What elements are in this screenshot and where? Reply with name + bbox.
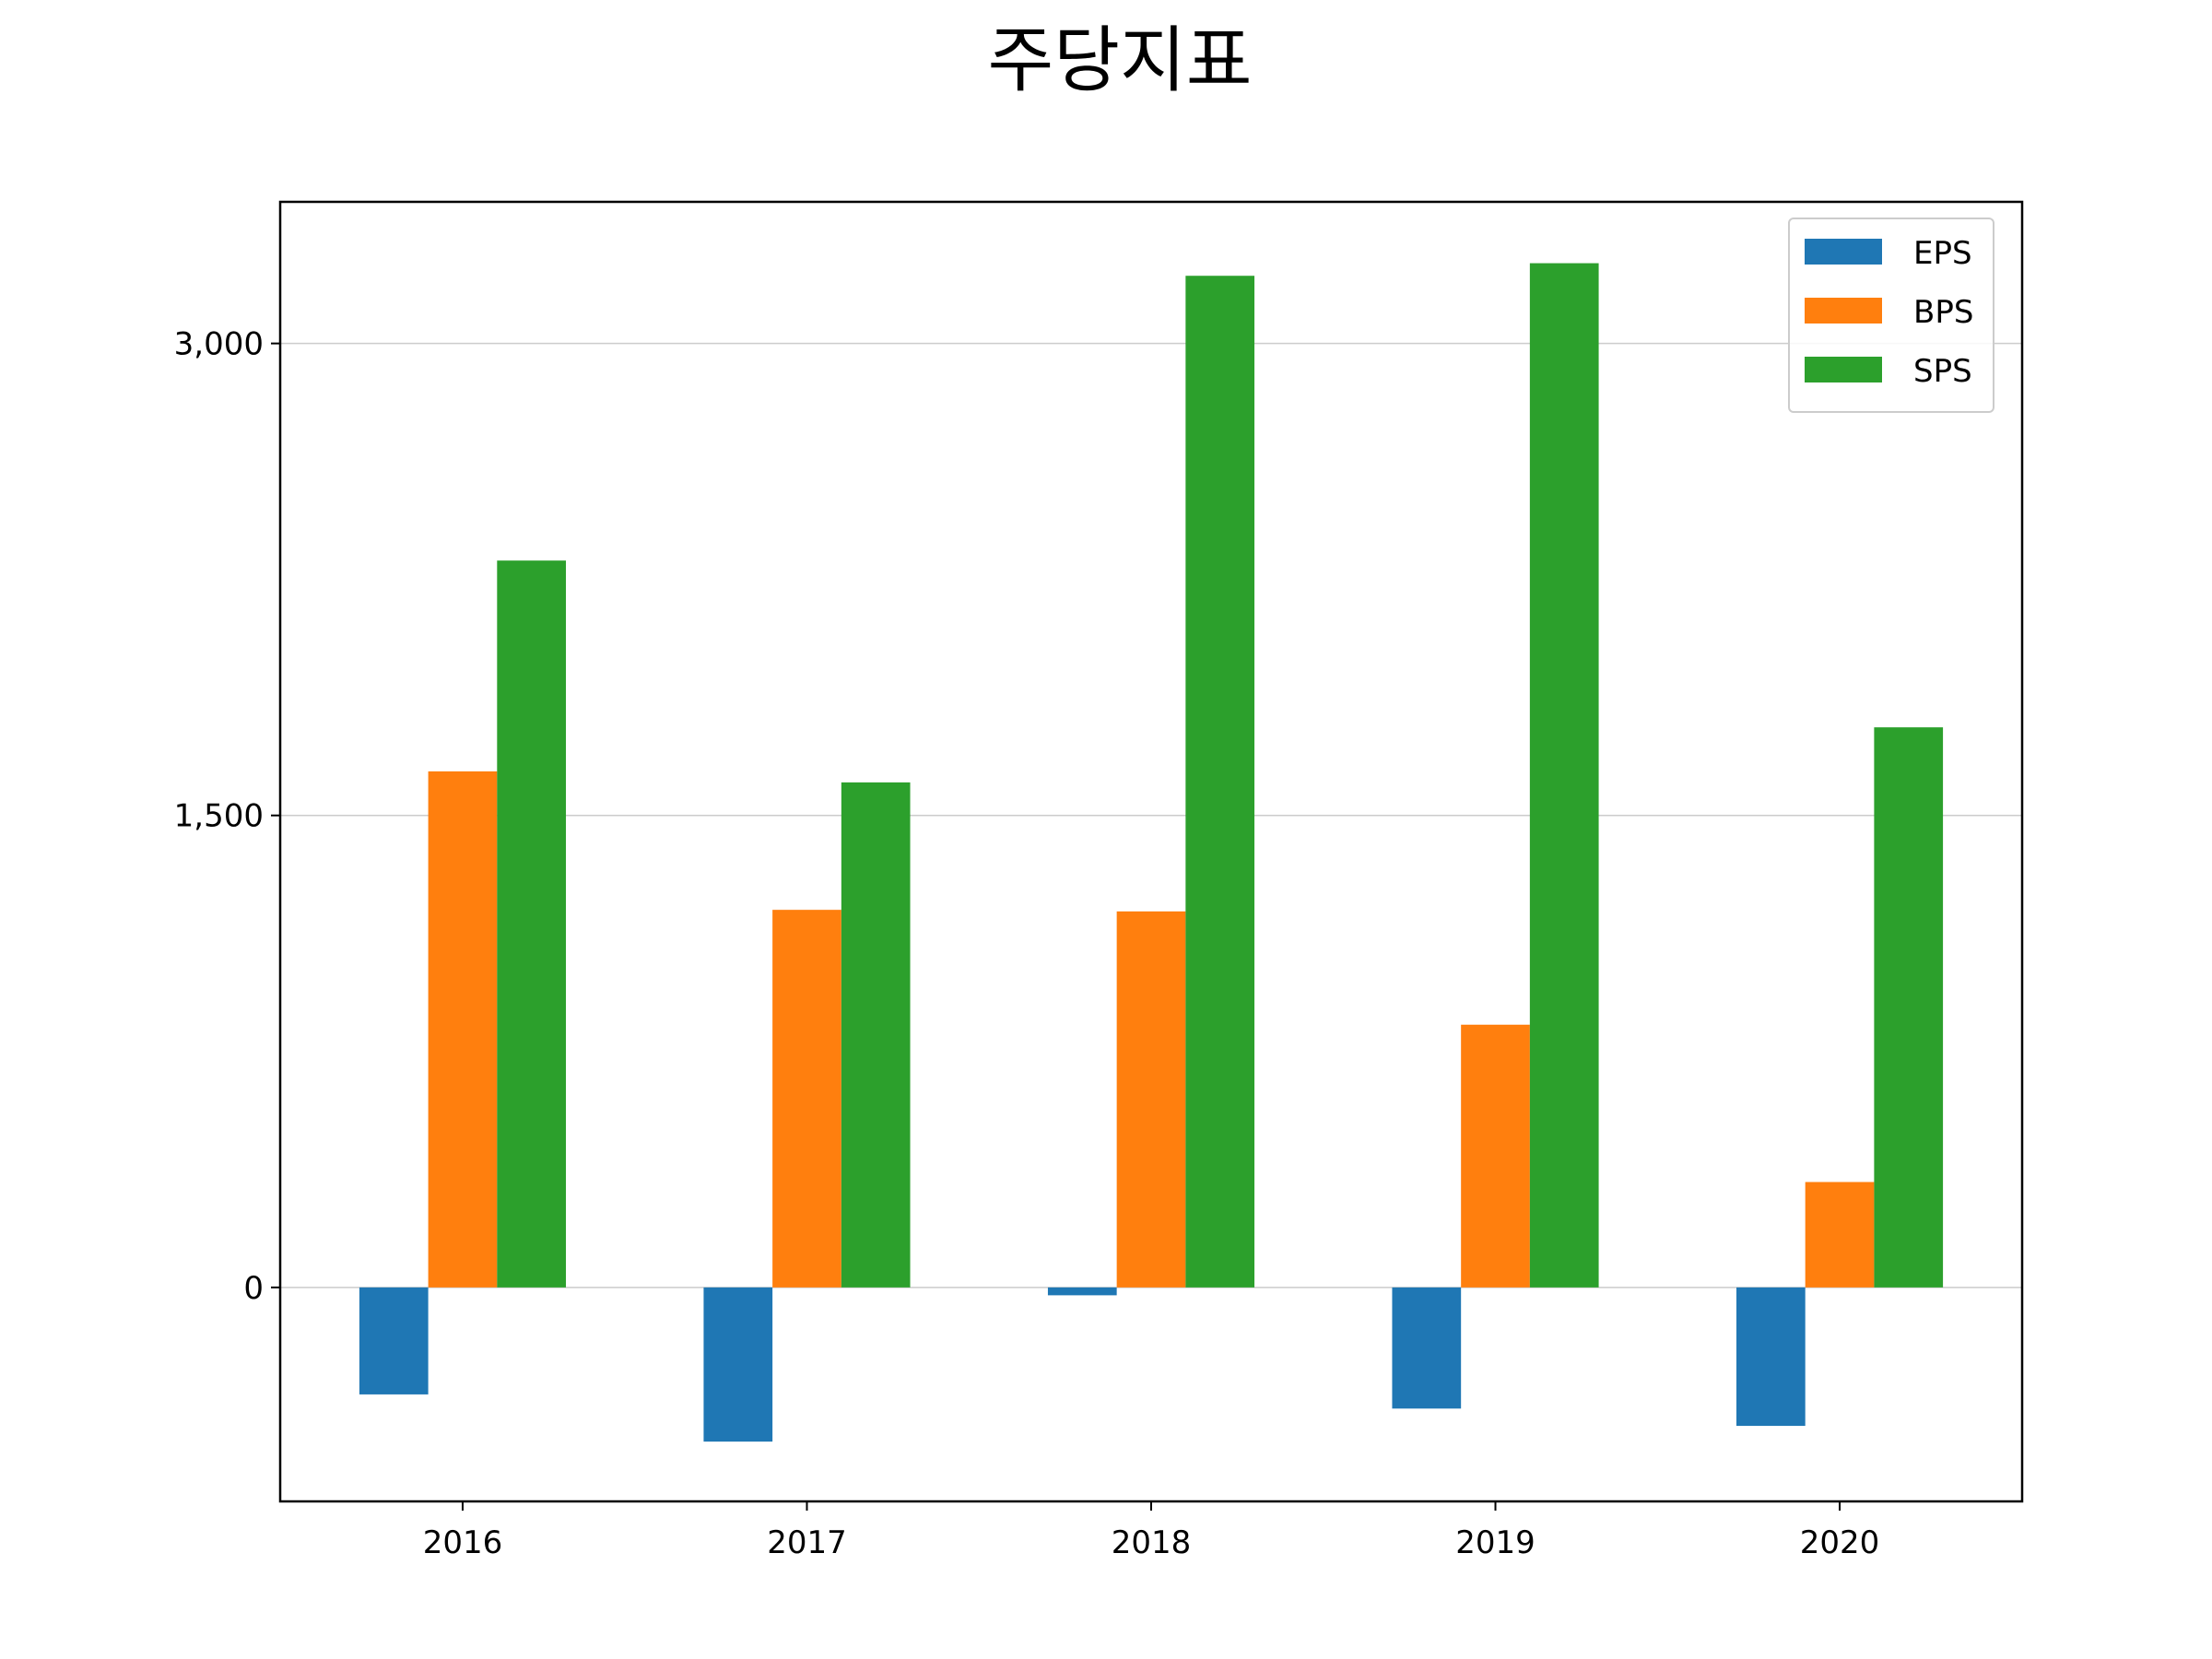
gridlines [280, 342, 2022, 1288]
legend-swatch-eps [1805, 239, 1882, 265]
bar-bps-2019 [1461, 1024, 1530, 1288]
ytick-label-0: 0 [243, 1270, 264, 1307]
bar-eps-2020 [1735, 1287, 1806, 1427]
bar-bps-2016 [428, 771, 498, 1288]
xtick-label-2019: 2019 [1455, 1524, 1535, 1561]
bar-sps-2020 [1874, 727, 1944, 1288]
bar-bps-2020 [1805, 1182, 1875, 1288]
bar-sps-2019 [1529, 263, 1599, 1288]
bar-eps-2019 [1392, 1287, 1462, 1409]
legend: EPS BPS SPS [1788, 218, 1994, 413]
legend-label-eps: EPS [1913, 235, 1972, 272]
bar-eps-2017 [703, 1287, 773, 1442]
bars [359, 263, 1944, 1442]
bar-bps-2018 [1116, 911, 1186, 1288]
bar-sps-2017 [841, 782, 911, 1288]
ytick-label-1: 1,500 [174, 798, 264, 835]
legend-label-sps: SPS [1913, 353, 1972, 390]
ytick-label-2: 3,000 [174, 326, 264, 363]
legend-label-bps: BPS [1913, 294, 1973, 331]
legend-swatch-bps [1805, 298, 1882, 324]
axis-ticks: 0 1,500 3,000 2016 2017 2018 2019 2020 [174, 326, 1880, 1561]
xtick-label-2016: 2016 [423, 1524, 503, 1561]
chart-title: 주당지표 [987, 19, 1252, 102]
xtick-label-2017: 2017 [767, 1524, 847, 1561]
xtick-label-2018: 2018 [1112, 1524, 1192, 1561]
bar-sps-2018 [1185, 276, 1255, 1288]
bar-eps-2016 [359, 1287, 429, 1394]
bar-sps-2016 [497, 560, 567, 1288]
bar-eps-2018 [1047, 1287, 1117, 1296]
xtick-label-2020: 2020 [1800, 1524, 1880, 1561]
legend-swatch-sps [1805, 357, 1882, 382]
bar-bps-2017 [772, 910, 841, 1288]
